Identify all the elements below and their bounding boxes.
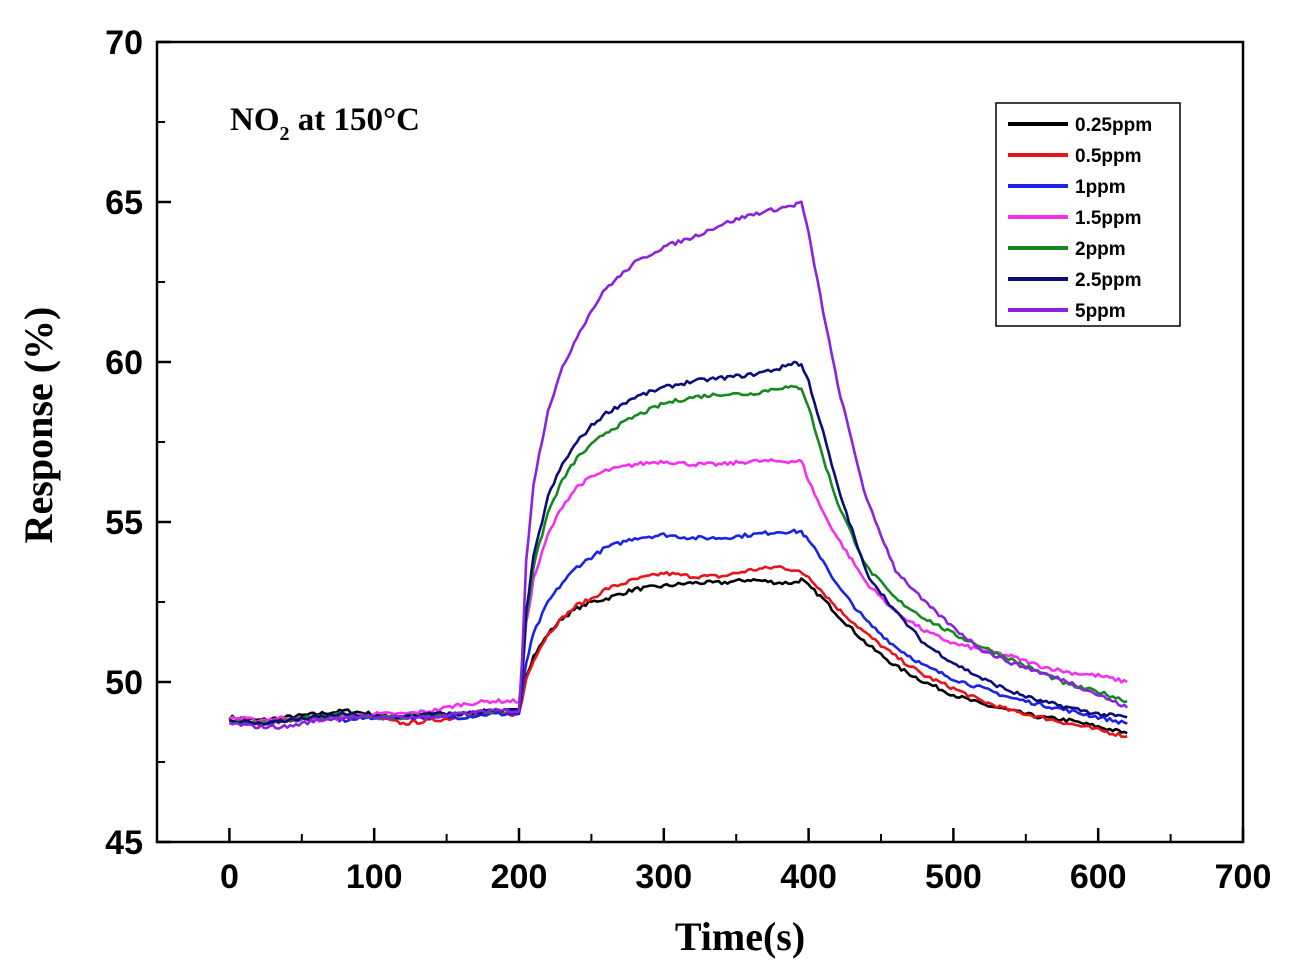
y-tick-label: 65 [105,184,143,222]
x-tick-label: 100 [346,858,403,896]
series-line-2_5ppm [229,360,1128,726]
legend-label: 2.5ppm [1075,270,1142,291]
x-tick-label: 700 [1215,858,1272,896]
legend-label: 5ppm [1075,301,1126,322]
legend-label: 0.5ppm [1075,146,1142,167]
legend-label: 2ppm [1075,239,1126,260]
annotation-suffix: at 150°C [290,102,421,138]
y-tick-label: 45 [105,824,143,862]
x-axis-title: Time(s) [675,914,805,959]
annotation-prefix: NO [230,102,280,138]
legend-label: 1ppm [1075,177,1126,198]
y-tick-label: 55 [105,504,143,542]
y-tick-label: 60 [105,344,143,382]
y-tick-label: 70 [105,24,143,62]
x-tick-label: 0 [220,858,239,896]
series-line-2ppm [228,384,1128,726]
x-tick-label: 500 [925,858,982,896]
series-layer [228,200,1129,739]
x-tick-label: 400 [780,858,837,896]
legend: 0.25ppm 0.5ppm 1ppm 1.5ppm 2ppm 2.5ppm 5ppm [995,102,1181,327]
legend-label: 0.25ppm [1075,115,1152,136]
x-tick-label: 200 [491,858,548,896]
x-tick-label: 600 [1070,858,1127,896]
annotation-label: NO2 at 150°C [230,102,420,145]
series-line-5ppm [228,200,1129,730]
series-line-1ppm [228,528,1128,727]
x-tick-label: 300 [635,858,692,896]
legend-box [995,102,1181,327]
annotation-subscript: 2 [280,123,290,145]
legend-label: 1.5ppm [1075,208,1142,229]
y-axis-title: Response (%) [16,307,61,544]
y-tick-label: 50 [105,664,143,702]
